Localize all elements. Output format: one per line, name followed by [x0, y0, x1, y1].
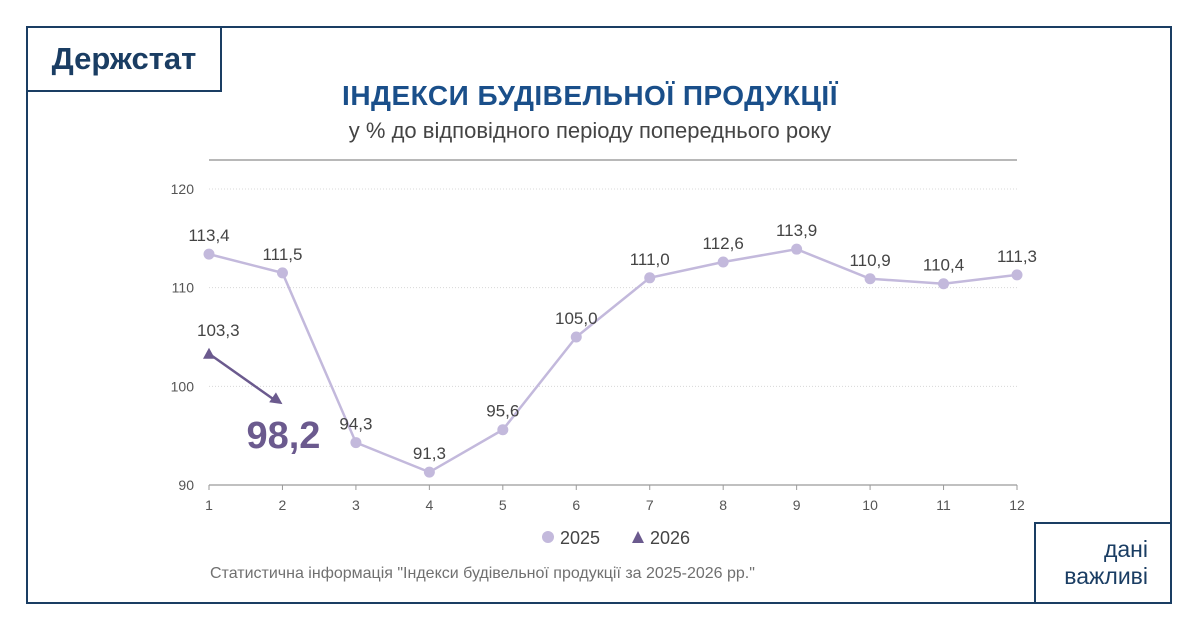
series-2025-point: [1011, 269, 1023, 281]
series-2026-arrowhead: [269, 392, 283, 405]
chart-subtitle: у % до відповідного періоду попереднього…: [348, 118, 832, 143]
x-tick-label: 2: [279, 497, 287, 513]
series-2025-point: [570, 331, 582, 343]
series-2025-data-label: 113,9: [776, 221, 817, 240]
series-2025-data-label: 95,6: [486, 402, 519, 421]
y-tick-label: 100: [171, 378, 195, 394]
series-2025-point: [203, 248, 215, 260]
series-2025-data-label: 91,3: [413, 444, 446, 463]
series-2025-data-label: 113,4: [188, 226, 229, 245]
series-2026-line: [208, 352, 277, 402]
x-tick-label: 1: [205, 497, 213, 513]
x-tick-label: 4: [425, 497, 433, 513]
chart-title: ІНДЕКСИ БУДІВЕЛЬНОЇ ПРОДУКЦІЇ: [342, 80, 838, 111]
logo-text: Держстат: [51, 41, 197, 76]
source-note: Статистична інформація "Індекси будівель…: [210, 565, 755, 582]
series-2025-point: [423, 466, 435, 478]
series-2025-point: [717, 256, 729, 268]
y-tick-label: 110: [172, 280, 195, 296]
logo: Держстат: [26, 26, 222, 92]
legend-label-2025: 2025: [560, 528, 600, 548]
x-tick-label: 11: [936, 497, 951, 513]
legend-marker-2026: [632, 531, 644, 543]
series-2025-data-label: 110,9: [849, 251, 890, 270]
series-2025-point: [644, 272, 656, 284]
series-2025-point: [791, 243, 803, 255]
tagline-box: дані важливі: [1034, 522, 1172, 604]
series-2025-point: [864, 273, 876, 285]
x-tick-label: 6: [572, 497, 580, 513]
series-2026-data-label: 103,3: [197, 321, 240, 340]
series-2025-data-label: 94,3: [339, 415, 372, 434]
series-2025-data-label: 112,6: [703, 234, 744, 253]
x-tick-label: 9: [793, 497, 801, 513]
series-2025-point: [497, 424, 509, 436]
series-2025-point: [350, 437, 362, 449]
y-tick-label: 90: [178, 477, 194, 493]
outer-frame: [26, 26, 1172, 604]
x-tick-label: 8: [719, 497, 727, 513]
x-tick-label: 10: [862, 497, 878, 513]
y-tick-label: 120: [171, 181, 195, 197]
series-2026-data-label-highlight: 98,2: [246, 415, 320, 457]
x-tick-label: 5: [499, 497, 507, 513]
legend-marker-2025: [542, 531, 554, 543]
tagline-line2: важливі: [1064, 563, 1148, 589]
x-tick-label: 7: [646, 497, 654, 513]
series-2025-data-label: 110,4: [923, 256, 964, 275]
x-tick-label: 3: [352, 497, 360, 513]
tagline-line1: дані: [1103, 536, 1148, 562]
series-2025-data-label: 105,0: [555, 309, 598, 328]
x-tick-label: 12: [1009, 497, 1025, 513]
series-2026-point: [203, 347, 215, 359]
series-2025-point: [938, 278, 950, 290]
series-2025-data-label: 111,3: [997, 247, 1037, 266]
series-2025-line: [208, 247, 1018, 474]
series-2025-data-label: 111,0: [630, 250, 670, 269]
legend-label-2026: 2026: [650, 528, 690, 548]
series-2025-data-label: 111,5: [262, 245, 302, 264]
series-2025-point: [276, 267, 288, 279]
